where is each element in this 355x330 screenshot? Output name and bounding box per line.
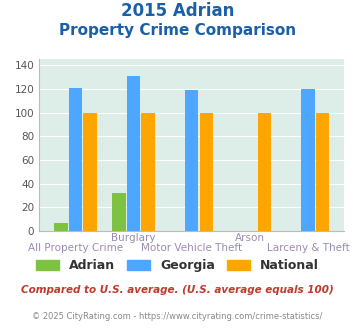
Bar bbox=[141, 113, 155, 231]
Bar bbox=[301, 89, 315, 231]
Legend: Adrian, Georgia, National: Adrian, Georgia, National bbox=[33, 255, 322, 276]
Text: 2015 Adrian: 2015 Adrian bbox=[121, 2, 234, 20]
Text: Arson: Arson bbox=[235, 233, 265, 243]
Bar bbox=[258, 113, 271, 231]
Text: © 2025 CityRating.com - https://www.cityrating.com/crime-statistics/: © 2025 CityRating.com - https://www.city… bbox=[32, 312, 323, 321]
Text: Larceny & Theft: Larceny & Theft bbox=[267, 243, 349, 252]
Bar bbox=[316, 113, 329, 231]
Text: Motor Vehicle Theft: Motor Vehicle Theft bbox=[141, 243, 242, 252]
Bar bbox=[127, 76, 140, 231]
Text: Compared to U.S. average. (U.S. average equals 100): Compared to U.S. average. (U.S. average … bbox=[21, 285, 334, 295]
Bar bbox=[112, 193, 126, 231]
Bar bbox=[83, 113, 97, 231]
Bar bbox=[200, 113, 213, 231]
Bar bbox=[185, 90, 198, 231]
Text: Burglary: Burglary bbox=[111, 233, 156, 243]
Bar bbox=[69, 88, 82, 231]
Text: Property Crime Comparison: Property Crime Comparison bbox=[59, 23, 296, 38]
Text: All Property Crime: All Property Crime bbox=[28, 243, 123, 252]
Bar bbox=[54, 223, 67, 231]
